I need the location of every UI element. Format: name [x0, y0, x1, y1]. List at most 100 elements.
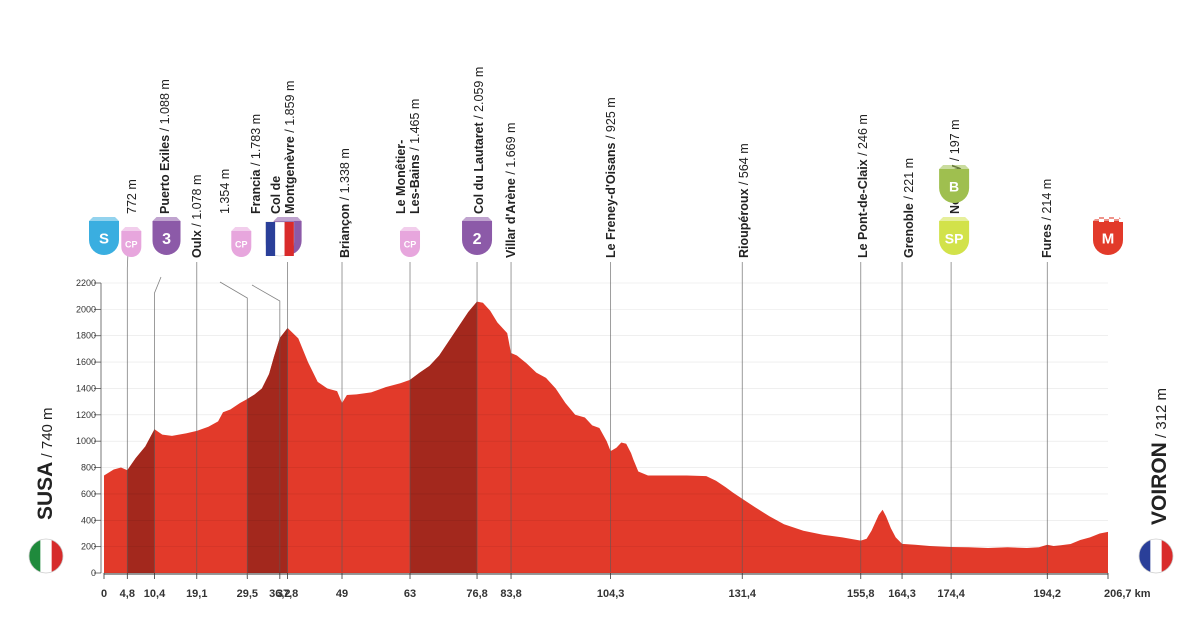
finish-badge-shape: [1093, 221, 1123, 255]
location-label-13: Le Pont-de-Claix / 246 m: [856, 114, 870, 258]
x-tick-label: 19,1: [186, 588, 207, 600]
sprint-badge-shape: [939, 221, 970, 255]
location-label-3: Oulx / 1.078 m: [190, 175, 204, 258]
start-alt: / 740 m: [39, 407, 56, 461]
location-lines: [126, 251, 1048, 578]
cp-badge-2-label: CP: [235, 239, 248, 249]
y-tick-label: 2000: [76, 304, 96, 314]
x-tick-label: 0: [101, 588, 107, 600]
cp-badge-3-label: CP: [404, 239, 417, 249]
x-tick-label: 10,4: [144, 588, 166, 600]
x-tick-label: 37,8: [277, 588, 298, 600]
location-line: [251, 284, 281, 572]
location-label-2: Puerto Exiles / 1.088 m: [158, 79, 172, 214]
location-label-5: Francia / 1.783 m: [249, 114, 263, 214]
location-labels: 772 m Puerto Exiles / 1.088 m Oulx / 1.078…: [125, 67, 1054, 258]
italy-flag-stripe: [40, 539, 53, 573]
finish-checker: [1094, 216, 1099, 219]
finish-label-group: VOIRON / 312 m: [1148, 388, 1171, 525]
mountain-badge-2b-label: 2: [473, 231, 482, 248]
y-axis: 0 200 400 600 800 1000 1200 1400 1600 1800 2000 220…: [76, 278, 1108, 578]
bonus-badge-shape: [939, 169, 970, 203]
mountain-badge-3-shape: [152, 221, 181, 256]
italy-flag-stripe: [51, 539, 63, 573]
y-tick-label: 2200: [76, 278, 96, 288]
border-flag-badge: [265, 221, 295, 257]
cp-badge-1-tab: [121, 227, 142, 231]
finish-checker: [1119, 219, 1124, 222]
location-label-6: Col de: [269, 176, 283, 214]
sprint-badge-label: SP: [945, 230, 964, 246]
x-tick-label: 4,8: [120, 588, 135, 600]
x-tick-label: 29,5: [237, 588, 258, 600]
y-tick-label: 1600: [76, 357, 96, 367]
cp-badge-3-tab: [400, 227, 421, 231]
finish-label: VOIRON / 312 m: [1148, 388, 1171, 525]
start-badge: S: [89, 217, 119, 255]
france-flag-ring: [1138, 538, 1174, 574]
location-line: [126, 251, 129, 572]
finish-badge-label: M: [1102, 231, 1115, 248]
profile-area: [104, 301, 1108, 573]
start-label-group: SUSA / 740 m: [34, 407, 57, 520]
border-flag-blue: [265, 222, 276, 256]
location-line: [154, 276, 162, 572]
finish-checker: [1099, 219, 1104, 222]
sprint-badge-tab: [939, 217, 970, 221]
finish-checker: [1109, 219, 1114, 222]
location-label-9: Col du Lautaret / 2.059 m: [472, 67, 486, 214]
border-flag-red: [284, 222, 294, 256]
climb-shade-2: [247, 328, 288, 573]
climb-shade-3: [410, 301, 477, 573]
france-flag-stripe: [1161, 539, 1173, 573]
x-axis: 0 4,8 10,4 19,1 29,5 36,237,8 49 63 76,8 83,8 104,…: [101, 573, 1151, 600]
location-label-16: Fures / 214 m: [1040, 179, 1054, 258]
location-label-6: Montgenèvre / 1.859 m: [283, 81, 297, 214]
cp-badge-1: CP: [121, 227, 142, 257]
italy-flag: [28, 538, 64, 574]
bonus-badge: B: [939, 165, 970, 203]
x-tick-label: 36,2: [269, 588, 290, 600]
y-tick-label: 200: [81, 542, 96, 552]
france-flag-stripe: [1150, 539, 1163, 573]
x-tick-label: 131,4: [728, 588, 756, 600]
x-tick-label: 104,3: [597, 588, 625, 600]
location-label-4: 1.354 m: [218, 169, 232, 214]
location-line: [219, 281, 248, 572]
start-badge-shape: [89, 221, 119, 255]
y-tick-label: 800: [81, 463, 96, 473]
x-tick-label: 174,4: [937, 588, 965, 600]
x-tick-label: 164,3: [888, 588, 916, 600]
finish-checker: [1114, 216, 1119, 219]
y-tick-label: 0: [91, 568, 96, 578]
start-badge-label: S: [99, 231, 109, 248]
cp-badge-2-shape: [231, 231, 252, 257]
start-label: SUSA / 740 m: [34, 407, 57, 520]
mountain-badge-2b: 2: [462, 217, 493, 255]
y-tick-label: 1800: [76, 331, 96, 341]
france-flag: [1138, 538, 1174, 574]
y-tick-label: 400: [81, 515, 96, 525]
mountain-badge-2b-shape: [462, 221, 493, 255]
cp-badge-2: CP: [231, 227, 252, 257]
finish-alt: / 312 m: [1153, 388, 1170, 442]
france-flag-stripe: [1139, 539, 1151, 573]
x-tick-label: 63: [404, 588, 416, 600]
mountain-badge-3: 3: [152, 217, 181, 256]
y-tick-label: 1400: [76, 383, 96, 393]
mountain-badge-2b-tab: [462, 217, 493, 221]
finish-badge: M: [1093, 217, 1123, 255]
italy-flag-stripe: [29, 539, 41, 573]
finish-checker: [1104, 216, 1109, 219]
climb-shade-1: [127, 429, 155, 573]
x-tick-label: 194,2: [1034, 588, 1062, 600]
y-tick-label: 600: [81, 489, 96, 499]
bonus-badge-tab: [939, 165, 970, 169]
location-label-8: Les-Bains / 1.465 m: [408, 99, 422, 214]
x-tick-label: 83,8: [500, 588, 521, 600]
x-tick-label: 49: [336, 588, 348, 600]
mountain-badge-3-label: 3: [162, 231, 171, 248]
finish-name: VOIRON: [1148, 442, 1171, 525]
